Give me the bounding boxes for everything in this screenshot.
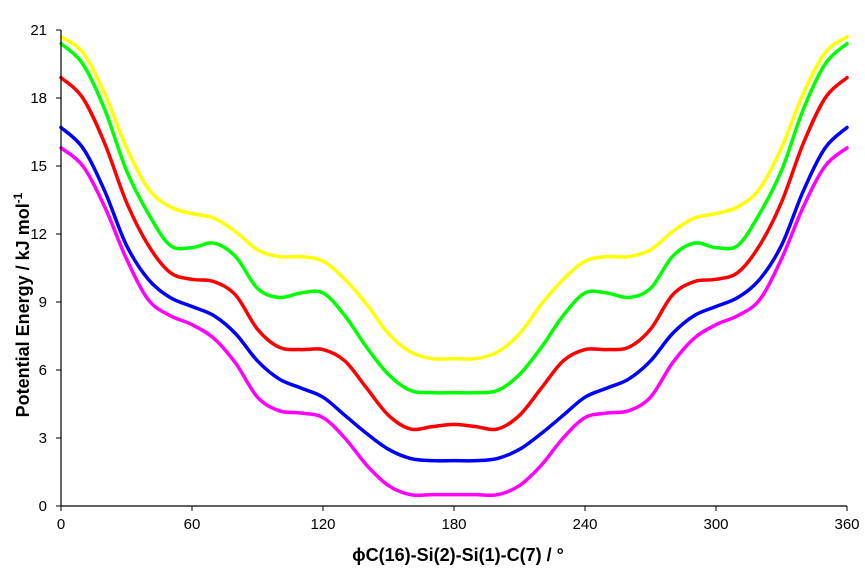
plot-lines xyxy=(59,35,849,498)
x-tick-label: 300 xyxy=(703,516,728,533)
y-tick-label: 15 xyxy=(30,158,47,175)
y-axis-title-main: Potential Energy / kJ mol xyxy=(13,203,33,417)
series-line-5 xyxy=(59,146,849,498)
y-tick-label: 3 xyxy=(39,430,47,447)
y-tick-label: 18 xyxy=(30,90,47,107)
y-tick-label: 9 xyxy=(39,294,47,311)
y-axis-title-superscript: -1 xyxy=(11,192,25,203)
axes xyxy=(60,30,847,507)
x-tick-label: 120 xyxy=(310,516,335,533)
y-axis-title: Potential Energy / kJ mol-1 xyxy=(11,192,33,417)
ticks: 0 60 120 180 240 300 360 0 3 6 9 12 15 18 21 xyxy=(30,22,859,533)
series-line-2 xyxy=(59,41,849,395)
y-tick-label: 0 xyxy=(39,498,47,515)
x-tick-label: 180 xyxy=(441,516,466,533)
series-line-4 xyxy=(59,125,849,463)
y-tick-label: 21 xyxy=(30,22,47,39)
y-tick-label: 6 xyxy=(39,362,47,379)
x-tick-label: 240 xyxy=(572,516,597,533)
series-line-1 xyxy=(59,35,849,361)
x-tick-label: 360 xyxy=(834,516,859,533)
y-tick-label: 12 xyxy=(30,226,47,243)
x-axis-title: ϕC(16)-Si(2)-Si(1)-C(7) / ° xyxy=(352,545,564,565)
x-tick-label: 0 xyxy=(57,516,65,533)
series-line-3 xyxy=(59,75,849,432)
x-tick-label: 60 xyxy=(184,516,201,533)
